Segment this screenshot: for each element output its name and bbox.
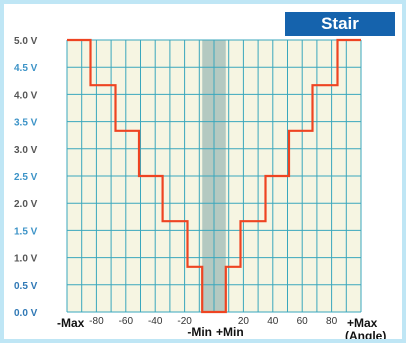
plot-area (66, 38, 362, 314)
x-center-label-plus: +Min (216, 325, 244, 339)
y-tick-label: 2.0 V (14, 199, 38, 210)
stair-chart: 0.0 V 0.5 V 1.0 V 1.5 V 2.0 V 2.5 V 3.0 V 3.5 V… (14, 36, 386, 339)
x-tick-label: -60 (119, 316, 134, 327)
y-tick-label: 0.5 V (14, 281, 38, 292)
axis-labels: 0.0 V 0.5 V 1.0 V 1.5 V 2.0 V 2.5 V 3.0 V 3.5 V… (14, 36, 386, 339)
y-tick-label: 0.0 V (14, 308, 38, 319)
x-tick-label: 40 (267, 316, 279, 327)
x-tick-label: -80 (89, 316, 104, 327)
x-center-label-minus: -Min (187, 325, 212, 339)
stair-series-line (67, 38, 361, 314)
y-tick-label: 2.5 V (14, 172, 38, 183)
chart-title-badge: Stair (285, 12, 395, 36)
chart-frame: Stair 0.0 V 0.5 V 1.0 V 1.5 V 2.0 V 2.5 V 3.0 … (4, 4, 402, 339)
y-tick-label: 3.5 V (14, 118, 38, 129)
x-end-label-max: +Max (347, 316, 378, 330)
x-tick-label: -20 (177, 316, 192, 327)
x-axis-unit-label: (Angle) (345, 329, 386, 339)
x-tick-label: 20 (238, 316, 250, 327)
y-tick-label: 1.5 V (14, 226, 38, 237)
y-tick-label: 4.0 V (14, 90, 38, 101)
x-tick-label: -40 (148, 316, 163, 327)
y-tick-label: 4.5 V (14, 63, 38, 74)
y-tick-label: 3.0 V (14, 145, 38, 156)
y-tick-label: 1.0 V (14, 254, 38, 265)
x-tick-label: 80 (326, 316, 338, 327)
y-tick-label: 5.0 V (14, 36, 38, 47)
x-tick-label: 60 (297, 316, 309, 327)
x-end-label-min: -Max (57, 316, 85, 330)
